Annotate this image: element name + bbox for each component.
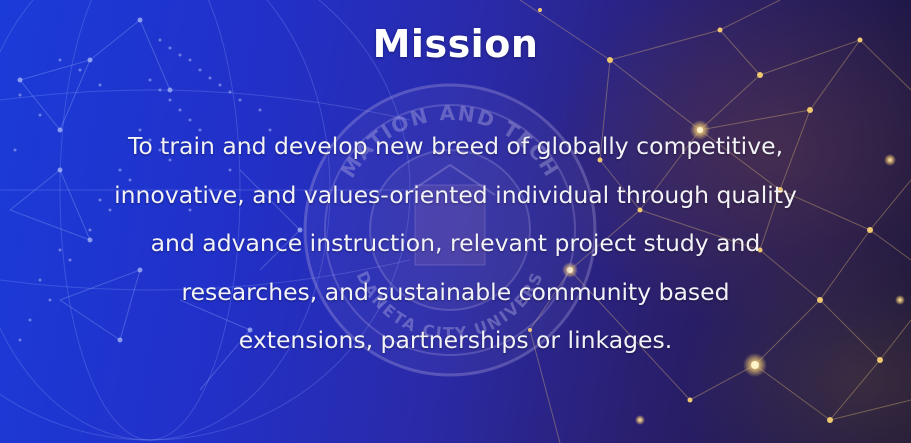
globe-outline [0, 0, 411, 441]
left-network-nodes [17, 17, 303, 343]
mission-statement: To train and develop new breed of global… [40, 122, 871, 365]
mission-line: researches, and sustainable community ba… [181, 277, 730, 306]
mission-line: extensions, partnerships or linkages. [238, 326, 673, 354]
globe-dots [13, 38, 272, 342]
mission-line: To train and develop new breed of global… [127, 132, 784, 160]
mission-title: Mission [372, 22, 539, 66]
mission-line: and advance instruction, relevant projec… [150, 229, 761, 257]
right-network-nodes [528, 8, 905, 425]
mission-line: innovative, and values-oriented individu… [114, 180, 797, 209]
university-seal-watermark: MATION AND TECH DANETA CITY UNIVERS [303, 83, 597, 377]
